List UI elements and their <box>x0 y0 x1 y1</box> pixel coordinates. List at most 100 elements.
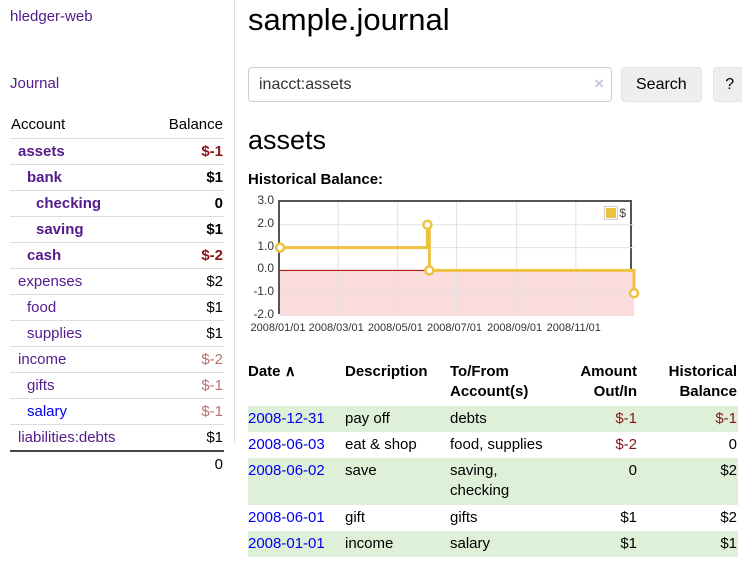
account-link[interactable]: expenses <box>18 273 82 290</box>
accounts-table-header-row: Account Balance <box>10 112 224 139</box>
x-axis-tick-label: 2008/11/01 <box>547 322 601 334</box>
transaction-date-link[interactable]: 2008-06-03 <box>248 436 325 453</box>
transaction-accounts: salary <box>450 531 554 557</box>
help-button[interactable]: ? <box>713 67 742 102</box>
transaction-date-link[interactable]: 2008-06-01 <box>248 509 325 526</box>
register-header-description: Description <box>345 360 450 406</box>
sidebar: hledger-web Journal Account Balance asse… <box>0 0 235 443</box>
y-axis-tick-label: 0.0 <box>248 261 274 275</box>
transaction-amount: $-1 <box>554 406 640 432</box>
account-balance: $1 <box>150 295 224 321</box>
transaction-accounts: food, supplies <box>450 432 554 458</box>
account-link[interactable]: checking <box>36 195 101 212</box>
y-axis-tick-label: -1.0 <box>248 284 274 298</box>
transaction-date-cell: 2008-06-02 <box>248 458 345 505</box>
transaction-amount: $1 <box>554 505 640 531</box>
x-axis-tick-label: 2008/09/01 <box>487 322 542 334</box>
transaction-date-cell: 2008-12-31 <box>248 406 345 432</box>
account-row: expenses$2 <box>10 269 224 295</box>
sidebar-item-journal[interactable]: Journal <box>10 75 224 92</box>
account-row: cash $-2 <box>10 243 224 269</box>
register-header-amount: Amount Out/In <box>554 360 640 406</box>
account-link[interactable]: supplies <box>27 325 82 342</box>
transaction-amount: 0 <box>554 458 640 505</box>
transaction-date-link[interactable]: 2008-12-31 <box>248 410 325 427</box>
register-header-balance: Historical Balance <box>640 360 738 406</box>
account-balance: $-1 <box>150 373 224 399</box>
account-row: supplies $1 <box>10 321 224 347</box>
x-axis-tick-label: 2008/01/01 <box>250 322 305 334</box>
y-axis-tick-label: 3.0 <box>248 193 274 207</box>
clear-search-icon[interactable]: × <box>594 74 604 94</box>
sort-ascending-icon[interactable]: ∧ <box>285 363 296 380</box>
account-link[interactable]: food <box>27 299 56 316</box>
legend-color-swatch <box>604 206 618 220</box>
transaction-row: 2008-12-31pay offdebts$-1$-1 <box>248 406 738 432</box>
transaction-description: gift <box>345 505 450 531</box>
account-row: food $1 <box>10 295 224 321</box>
hledger-web-app: hledger-web Journal Account Balance asse… <box>0 0 742 582</box>
account-link[interactable]: gifts <box>27 377 55 394</box>
page-title: sample.journal <box>248 2 742 38</box>
account-link[interactable]: bank <box>27 169 62 186</box>
y-axis-tick-label: 1.0 <box>248 239 274 253</box>
transaction-date-link[interactable]: 2008-01-01 <box>248 535 325 552</box>
account-row: gifts $-1 <box>10 373 224 399</box>
account-balance: $1 <box>150 165 224 191</box>
accounts-table: Account Balance assets $-1 bank $1 checking 0… <box>10 112 224 477</box>
account-row: salary $-1 <box>10 399 224 425</box>
chart-label: Historical Balance: <box>248 171 742 188</box>
search-form: × Search ? <box>248 67 742 102</box>
transaction-balance: $1 <box>640 531 738 557</box>
transaction-row: 2008-06-03eat & shopfood, supplies$-20 <box>248 432 738 458</box>
account-row: liabilities:debts$1 <box>10 425 224 452</box>
search-button[interactable]: Search <box>621 67 702 102</box>
register-header-date[interactable]: Date ∧ <box>248 360 345 406</box>
transaction-date-cell: 2008-06-03 <box>248 432 345 458</box>
transaction-row: 2008-06-01 giftgifts$1$2 <box>248 505 738 531</box>
historical-balance-chart: $ 3.02.01.00.0-1.0-2.0 2008/01/012008/03… <box>248 198 742 339</box>
transaction-description: income <box>345 531 450 557</box>
transaction-accounts: gifts <box>450 505 554 531</box>
account-balance: 0 <box>150 191 224 217</box>
account-link[interactable]: saving <box>36 221 84 238</box>
transaction-amount: $1 <box>554 531 640 557</box>
accounts-table-body: assets$-1bank$1checking0saving$1cash$-2e… <box>10 139 224 452</box>
transaction-balance: $-1 <box>640 406 738 432</box>
search-input[interactable] <box>248 67 612 102</box>
register-header-accounts: To/From Account(s) <box>450 360 554 406</box>
transaction-description: save <box>345 458 450 505</box>
account-balance: $1 <box>150 217 224 243</box>
transaction-accounts: debts <box>450 406 554 432</box>
account-link[interactable]: assets <box>18 143 65 160</box>
account-balance: $-2 <box>150 243 224 269</box>
account-link[interactable]: liabilities:debts <box>18 429 116 446</box>
account-title: assets <box>248 125 742 156</box>
chart-canvas <box>280 202 634 316</box>
account-balance: $-2 <box>150 347 224 373</box>
app-brand-link[interactable]: hledger-web <box>10 8 224 25</box>
x-axis-tick-label: 2008/03/01 <box>309 322 364 334</box>
account-row: bank $1 <box>10 165 224 191</box>
transaction-date-link[interactable]: 2008-06-02 <box>248 462 325 479</box>
account-balance: $1 <box>150 321 224 347</box>
chart-plot: $ <box>278 200 632 314</box>
y-axis-tick-label: 2.0 <box>248 216 274 230</box>
accounts-header-balance: Balance <box>150 112 224 139</box>
account-row: checking 0 <box>10 191 224 217</box>
transaction-accounts: saving, checking <box>450 458 554 505</box>
transaction-date-cell: 2008-01-01 <box>248 531 345 557</box>
account-row: saving $1 <box>10 217 224 243</box>
accounts-header-account: Account <box>10 112 150 139</box>
account-link[interactable]: cash <box>27 247 61 264</box>
account-balance: $-1 <box>150 399 224 425</box>
account-link[interactable]: income <box>18 351 66 368</box>
transaction-balance: $2 <box>640 505 738 531</box>
accounts-total-row: 0 <box>10 451 224 477</box>
transaction-balance: 0 <box>640 432 738 458</box>
account-link[interactable]: salary <box>27 403 67 420</box>
transaction-description: eat & shop <box>345 432 450 458</box>
y-axis-tick-label: -2.0 <box>248 307 274 321</box>
legend-label: $ <box>619 206 626 220</box>
register-table-body: 2008-12-31pay offdebts$-1$-1 2008-06-03 ea… <box>248 406 738 558</box>
